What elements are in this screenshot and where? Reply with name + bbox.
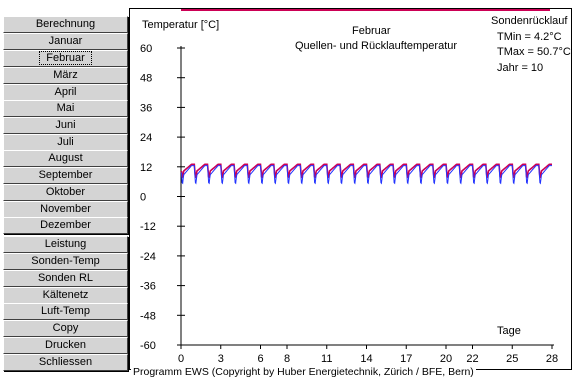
button-label: Leistung: [44, 238, 87, 250]
info-tmax: TMax = 50.7°C: [497, 46, 571, 58]
button-luft-temp[interactable]: Luft-Temp: [3, 303, 128, 320]
x-tick-label: 17: [400, 353, 412, 365]
button-februar[interactable]: Februar: [3, 50, 128, 67]
y-tick-label: -36: [140, 281, 156, 293]
button-januar[interactable]: Januar: [3, 33, 128, 50]
x-tick-label: 20: [440, 353, 452, 365]
button-april[interactable]: April: [3, 84, 128, 101]
y-axis-label: Temperatur [°C]: [142, 19, 220, 31]
x-tick-label: 8: [284, 353, 290, 365]
button-drucken[interactable]: Drucken: [3, 337, 128, 354]
info-tmin: TMin = 4.2°C: [497, 31, 562, 43]
x-tick-label: 0: [178, 353, 184, 365]
y-tick-label: 48: [140, 73, 152, 85]
chart-title: Februar: [352, 25, 391, 37]
y-tick-label: 12: [140, 162, 152, 174]
button-label: Juli: [57, 136, 74, 148]
y-tick-label: -48: [140, 310, 156, 322]
y-tick-label: -60: [140, 340, 156, 352]
y-tick-label: -24: [140, 251, 156, 263]
button-label: Dezember: [40, 219, 91, 231]
button-schliessen[interactable]: Schliessen: [3, 354, 128, 371]
button-label: März: [53, 69, 78, 81]
series-line-1: [181, 165, 552, 185]
button-label: November: [40, 203, 91, 215]
button-leistung[interactable]: Leistung: [3, 236, 128, 253]
button-label: Sonden RL: [37, 272, 94, 284]
button-label: Schliessen: [38, 356, 93, 368]
button-märz[interactable]: März: [3, 67, 128, 84]
button-oktober[interactable]: Oktober: [3, 184, 128, 201]
x-tick-label: 11: [321, 353, 332, 365]
y-tick-label: 24: [140, 132, 152, 144]
series-line-0: [180, 163, 552, 179]
x-axis-label: Tage: [497, 325, 521, 337]
button-august[interactable]: August: [3, 150, 128, 167]
button-label: Februar: [39, 51, 92, 65]
chart-frame: 60 48 36 24 12 0 -12 -24 -36 -48 -60 0 3 6 8 11 14 17 20 22…: [129, 8, 572, 370]
button-label: Berechnung: [35, 18, 96, 30]
copyright-text: Programm EWS (Copyright by Huber Energie…: [131, 366, 476, 378]
button-kältenetz[interactable]: Kältenetz: [3, 287, 128, 304]
sidebar: Berechnung Januar Februar März April Mai Juni J…: [0, 0, 130, 379]
button-label: Luft-Temp: [41, 305, 90, 317]
button-label: August: [48, 152, 83, 164]
y-tick-label: 60: [140, 43, 152, 55]
button-dezember[interactable]: Dezember: [3, 217, 128, 234]
x-tick-label: 28: [546, 353, 558, 365]
button-label: Mai: [56, 102, 75, 114]
button-label: Oktober: [45, 186, 86, 198]
button-label: Juni: [55, 119, 76, 131]
button-label: Copy: [52, 322, 79, 334]
button-label: Drucken: [45, 339, 86, 351]
button-sonden-temp[interactable]: Sonden-Temp: [3, 253, 128, 270]
button-berechnung[interactable]: Berechnung: [3, 16, 128, 33]
button-label: September: [38, 169, 93, 181]
button-juli[interactable]: Juli: [3, 134, 128, 151]
button-juni[interactable]: Juni: [3, 117, 128, 134]
button-label: Sonden-Temp: [31, 255, 100, 267]
button-november[interactable]: November: [3, 201, 128, 218]
x-tick-label: 14: [360, 353, 372, 365]
x-tick-label: 3: [218, 353, 224, 365]
button-sonden-rl[interactable]: Sonden RL: [3, 270, 128, 287]
button-label: Kältenetz: [42, 289, 89, 301]
info-title: Sondenrücklauf: [491, 15, 568, 27]
x-tick-label: 6: [257, 353, 263, 365]
button-label: April: [54, 86, 77, 98]
x-tick-label: 25: [506, 353, 518, 365]
y-tick-label: -12: [140, 221, 156, 233]
button-copy[interactable]: Copy: [3, 320, 128, 337]
button-mai[interactable]: Mai: [3, 100, 128, 117]
y-tick-label: 36: [140, 102, 152, 114]
button-label: Januar: [48, 35, 83, 47]
x-tick-label: 22: [466, 353, 478, 365]
info-jahr: Jahr = 10: [497, 62, 544, 74]
chart-subtitle: Quellen- und Rücklauftemperatur: [295, 40, 458, 52]
button-september[interactable]: September: [3, 167, 128, 184]
y-tick-label: 0: [140, 192, 146, 204]
